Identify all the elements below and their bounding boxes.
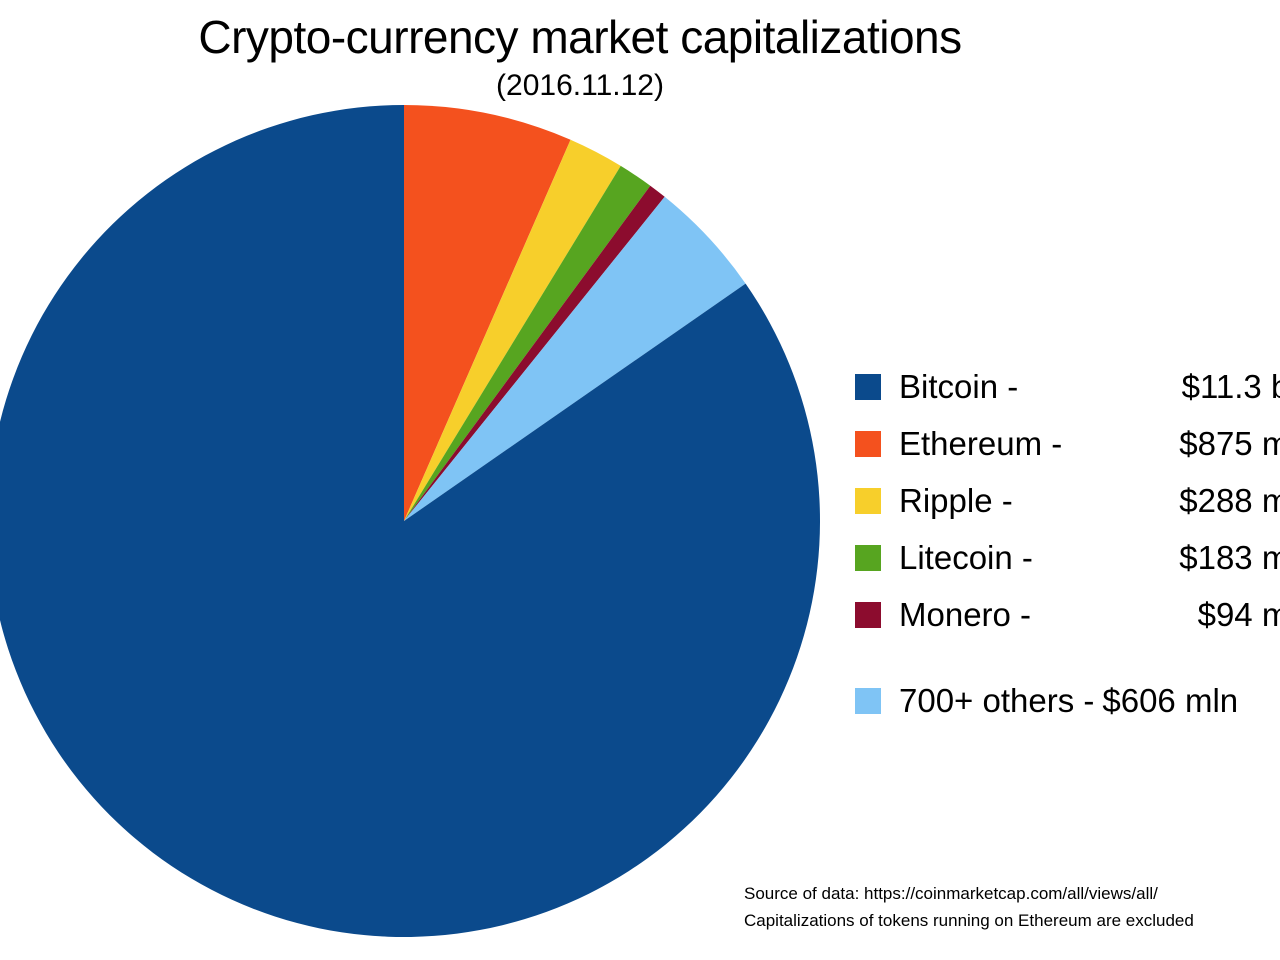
source-note-line-1: Source of data: https://coinmarketcap.co…: [744, 884, 1158, 903]
legend-swatch-others: [855, 687, 881, 714]
source-note-line-2: Capitalizations of tokens running on Eth…: [744, 911, 1194, 930]
page-title: Crypto-currency market capitalizations: [198, 11, 962, 63]
pie-slice-bitcoin[interactable]: [0, 105, 821, 937]
legend-label-monero: Monero -: [899, 595, 1032, 633]
legend-value-ethereum: $875 mln: [1179, 424, 1280, 462]
legend-item-litecoin[interactable]: Litecoin - $183 mln: [855, 529, 1280, 586]
pie-slice-monero[interactable]: [404, 185, 665, 521]
legend-swatch-litecoin: [855, 544, 881, 571]
legend-item-ethereum[interactable]: Ethereum - $875 mln: [855, 415, 1280, 472]
legend-swatch-monero: [855, 601, 881, 628]
pie-slice-700-others[interactable]: [404, 196, 746, 522]
legend-value-monero: $94 mln: [1197, 595, 1280, 633]
legend-swatch-ripple: [855, 487, 881, 514]
legend-item-monero[interactable]: Monero - $94 mln: [855, 586, 1280, 643]
legend-value-bitcoin: $11.3 bln: [1181, 367, 1280, 405]
source-note: Source of data: https://coinmarketcap.co…: [744, 880, 1280, 934]
legend-value-litecoin: $183 mln: [1179, 538, 1280, 576]
legend-value-others: $606 mln: [1102, 681, 1239, 719]
legend-swatch-ethereum: [855, 430, 881, 457]
pie-slice-ripple[interactable]: [404, 139, 621, 521]
legend-label-ripple: Ripple -: [899, 481, 1013, 519]
chart-subtitle: (2016.11.12): [496, 69, 664, 102]
pie-slices: [0, 105, 821, 937]
pie-svg: [0, 105, 821, 937]
title-block: Crypto-currency market capitalizations (…: [0, 10, 1160, 104]
legend-value-ripple: $288 mln: [1179, 481, 1280, 519]
legend-label-litecoin: Litecoin -: [899, 538, 1033, 576]
chart-legend: Bitcoin - $11.3 bln Ethereum - $875 mln …: [855, 358, 1280, 729]
legend-label-others: 700+ others -: [899, 681, 1095, 719]
pie-slice-litecoin[interactable]: [404, 165, 651, 522]
legend-label-ethereum: Ethereum -: [899, 424, 1063, 462]
legend-item-bitcoin[interactable]: Bitcoin - $11.3 bln: [855, 358, 1280, 415]
pie-chart: [0, 105, 821, 937]
pie-slice-ethereum[interactable]: [404, 105, 571, 521]
legend-label-bitcoin: Bitcoin -: [899, 367, 1019, 405]
legend-swatch-bitcoin: [855, 373, 881, 400]
legend-item-ripple[interactable]: Ripple - $288 mln: [855, 472, 1280, 529]
legend-item-others[interactable]: 700+ others - $606 mln: [855, 672, 1280, 729]
